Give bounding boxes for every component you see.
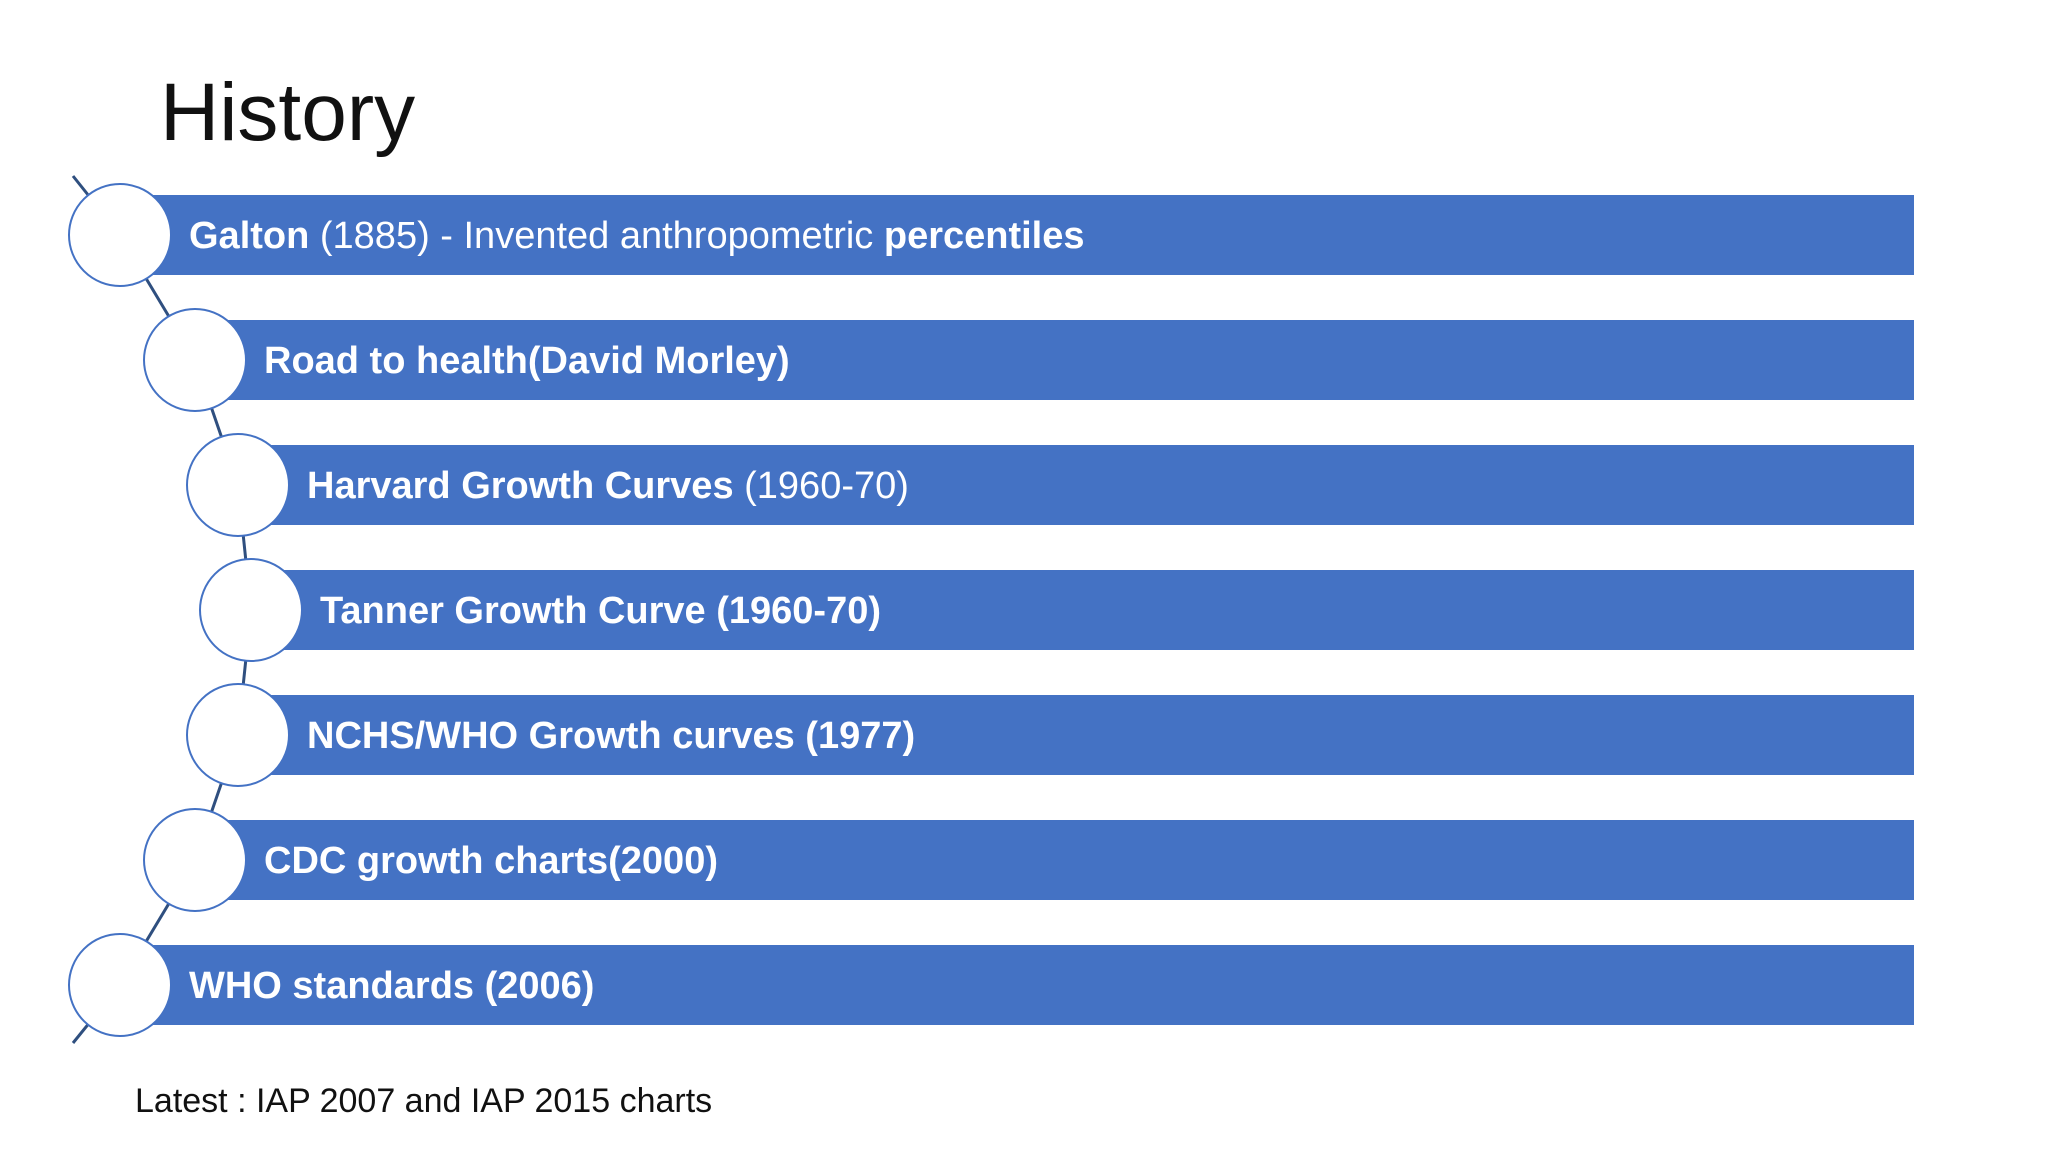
timeline-node	[186, 433, 290, 537]
label-run: Harvard Growth Curves	[307, 465, 734, 507]
slide-title: History	[160, 67, 415, 158]
timeline-label: CDC growth charts(2000)	[264, 840, 718, 882]
timeline-bar	[251, 570, 1914, 650]
timeline-label: Tanner Growth Curve (1960-70)	[320, 590, 881, 632]
timeline-node	[143, 308, 247, 412]
label-run: Road to health(David Morley)	[264, 340, 790, 382]
label-run: WHO standards (2006)	[189, 965, 594, 1007]
timeline-label: WHO standards (2006)	[189, 965, 594, 1007]
timeline-label: Harvard Growth Curves (1960-70)	[307, 465, 909, 507]
timeline-bar	[238, 695, 1914, 775]
timeline-label: Road to health(David Morley)	[264, 340, 790, 382]
timeline-label: NCHS/WHO Growth curves (1977)	[307, 715, 915, 757]
timeline-bar	[120, 195, 1914, 275]
timeline-bar	[195, 320, 1914, 400]
timeline-bar	[238, 445, 1914, 525]
timeline-node	[68, 183, 172, 287]
label-run: (1960-70)	[734, 465, 909, 507]
label-run: (1885) - Invented anthropometric	[309, 215, 884, 257]
timeline-bar	[120, 945, 1914, 1025]
timeline-bar	[195, 820, 1914, 900]
label-run: NCHS/WHO Growth curves (1977)	[307, 715, 915, 757]
timeline-node	[143, 808, 247, 912]
timeline-label: Galton (1885) - Invented anthropometric …	[189, 215, 1085, 257]
timeline: Galton (1885) - Invented anthropometric …	[68, 175, 1914, 1044]
footnote: Latest : IAP 2007 and IAP 2015 charts	[135, 1082, 712, 1120]
label-run: Tanner Growth Curve (1960-70)	[320, 590, 881, 632]
label-run: CDC growth charts(2000)	[264, 840, 718, 882]
timeline-node	[68, 933, 172, 1037]
timeline-node	[186, 683, 290, 787]
label-run: Galton	[189, 215, 309, 257]
label-run: percentiles	[884, 215, 1085, 257]
timeline-node	[199, 558, 303, 662]
